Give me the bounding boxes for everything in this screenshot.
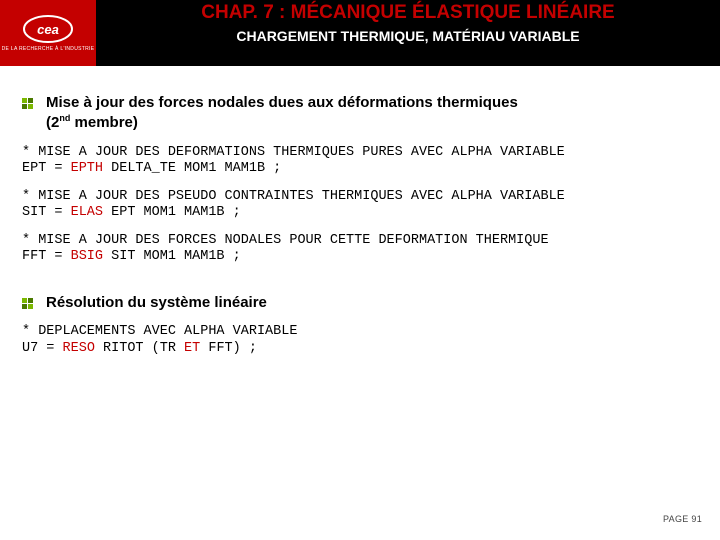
bullet-1-text: Mise à jour des forces nodales dues aux …: [46, 94, 518, 133]
code-l8: U7 = RESO RITOT (TR ET FFT) ;: [22, 341, 698, 357]
code-l6a: FFT =: [22, 249, 71, 264]
bullet-1-pre: (2: [46, 114, 59, 131]
code-l6: FFT = BSIG SIT MOM1 MAM1B ;: [22, 249, 698, 265]
code-l8a: U7 =: [22, 341, 63, 356]
main-title: CHAP. 7 : MÉCANIQUE ÉLASTIQUE LINÉAIRE: [110, 2, 706, 24]
code-kw: BSIG: [71, 249, 103, 264]
code-l2b: DELTA_TE MOM1 MAM1B ;: [103, 161, 281, 176]
svg-text:cea: cea: [37, 22, 59, 37]
code-block-4: * DEPLACEMENTS AVEC ALPHA VARIABLE U7 = …: [22, 324, 698, 356]
page-number: PAGE 91: [663, 514, 702, 524]
bullet-1: Mise à jour des forces nodales dues aux …: [22, 94, 698, 133]
code-kw: ELAS: [71, 205, 103, 220]
code-l4b: EPT MOM1 MAM1B ;: [103, 205, 241, 220]
code-block-1: * MISE A JOUR DES DEFORMATIONS THERMIQUE…: [22, 145, 698, 177]
code-l2: EPT = EPTH DELTA_TE MOM1 MAM1B ;: [22, 161, 698, 177]
bullet-square-icon: [22, 298, 36, 312]
code-kw: EPTH: [71, 161, 103, 176]
title-zone: CHAP. 7 : MÉCANIQUE ÉLASTIQUE LINÉAIRE C…: [110, 2, 706, 44]
code-l8c: FFT) ;: [200, 341, 257, 356]
bullet-2-text: Résolution du système linéaire: [46, 294, 267, 313]
code-kw: RESO: [63, 341, 95, 356]
bullet-1-post: membre): [70, 114, 138, 131]
sub-title: CHARGEMENT THERMIQUE, MATÉRIAU VARIABLE: [110, 28, 706, 44]
code-l3: * MISE A JOUR DES PSEUDO CONTRAINTES THE…: [22, 189, 698, 205]
cea-logo-icon: cea: [18, 13, 78, 45]
bullet-2: Résolution du système linéaire: [22, 294, 698, 313]
code-kw: ET: [184, 341, 200, 356]
logo-subtitle: DE LA RECHERCHE À L'INDUSTRIE: [2, 47, 95, 53]
code-l6b: SIT MOM1 MAM1B ;: [103, 249, 241, 264]
code-block-3: * MISE A JOUR DES FORCES NODALES POUR CE…: [22, 233, 698, 265]
code-l4: SIT = ELAS EPT MOM1 MAM1B ;: [22, 205, 698, 221]
code-l5: * MISE A JOUR DES FORCES NODALES POUR CE…: [22, 233, 698, 249]
code-l7: * DEPLACEMENTS AVEC ALPHA VARIABLE: [22, 324, 698, 340]
code-l8b: RITOT (TR: [95, 341, 184, 356]
bullet-1-line1: Mise à jour des forces nodales dues aux …: [46, 94, 518, 111]
code-l4a: SIT =: [22, 205, 71, 220]
logo-block: cea DE LA RECHERCHE À L'INDUSTRIE: [0, 0, 96, 66]
code-l1: * MISE A JOUR DES DEFORMATIONS THERMIQUE…: [22, 145, 698, 161]
header-bar: cea DE LA RECHERCHE À L'INDUSTRIE CHAP. …: [0, 0, 720, 66]
content-area: Mise à jour des forces nodales dues aux …: [0, 66, 720, 357]
bullet-1-sup: nd: [59, 113, 70, 123]
code-l2a: EPT =: [22, 161, 71, 176]
bullet-square-icon: [22, 98, 36, 112]
code-block-2: * MISE A JOUR DES PSEUDO CONTRAINTES THE…: [22, 189, 698, 221]
